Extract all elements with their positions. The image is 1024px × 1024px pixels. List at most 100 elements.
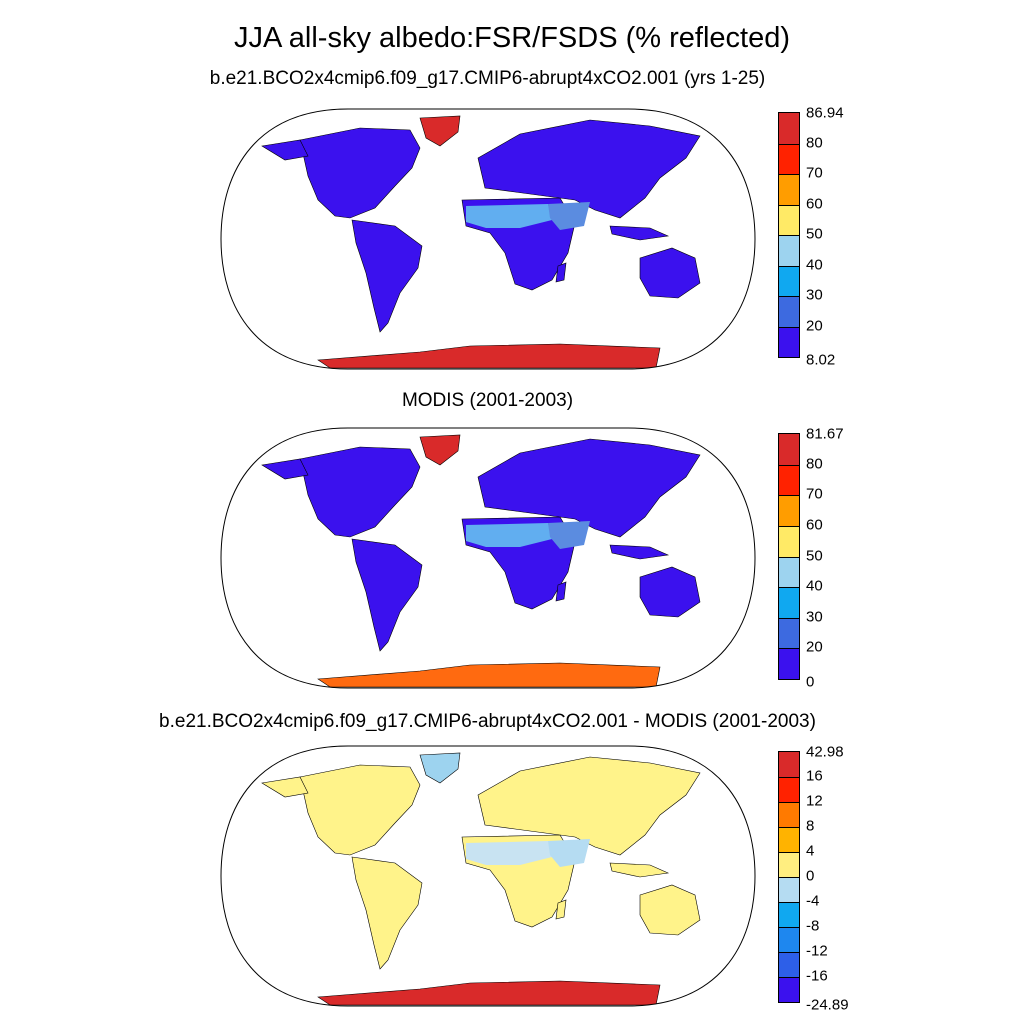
south-america-region — [351, 856, 423, 970]
colorbar-label: 42.98 — [806, 743, 844, 761]
sahara-region — [466, 841, 552, 865]
arabia-region — [548, 521, 590, 549]
colorbar-swatch — [779, 587, 799, 618]
colorbar-label: 40 — [806, 256, 823, 273]
north-america-region — [299, 446, 421, 538]
colorbar-swatch — [779, 113, 799, 144]
colorbar-swatch — [779, 143, 799, 174]
map-frame — [220, 427, 756, 689]
arabia-region — [548, 202, 590, 230]
colorbar-swatch — [779, 877, 799, 902]
panel-2-colorbar — [778, 433, 800, 680]
colorbar-swatch — [779, 802, 799, 827]
colorbar-label: -12 — [806, 942, 828, 960]
madagascar-region — [555, 581, 567, 602]
colorbar-label: 60 — [806, 195, 823, 212]
colorbar-swatch — [779, 174, 799, 205]
colorbar-swatch — [779, 326, 799, 357]
indonesia-region — [609, 862, 670, 878]
colorbar-label: 8.02 — [806, 351, 836, 369]
colorbar-label: 40 — [806, 577, 823, 595]
south-america-region — [351, 538, 423, 652]
colorbar-label: 86.94 — [806, 104, 844, 122]
colorbar-label: -4 — [806, 892, 820, 910]
arabia-region — [548, 839, 590, 867]
colorbar-label: 80 — [806, 134, 823, 151]
indonesia-region — [609, 225, 670, 241]
greenland-region — [419, 115, 461, 147]
alaska-region — [261, 776, 309, 798]
colorbar-label: 70 — [806, 164, 823, 182]
antarctica-region — [317, 343, 661, 369]
colorbar-swatch — [779, 556, 799, 588]
panel-1-map — [220, 108, 756, 370]
madagascar-region — [555, 262, 567, 283]
colorbar-swatch — [779, 927, 799, 952]
colorbar-label: -8 — [806, 917, 820, 935]
colorbar-swatch — [779, 235, 799, 266]
south-america-region — [351, 219, 423, 333]
colorbar-label: 80 — [806, 455, 823, 473]
colorbar-swatch — [779, 204, 799, 235]
colorbar-swatch — [779, 752, 799, 777]
colorbar-swatch — [779, 648, 799, 679]
australia-region — [639, 884, 701, 936]
colorbar-swatch — [779, 464, 799, 496]
colorbar-swatch — [779, 617, 799, 649]
eurasia-region — [477, 119, 701, 219]
australia-region — [639, 566, 701, 618]
colorbar-swatch — [779, 265, 799, 296]
colorbar-swatch — [779, 977, 799, 1002]
colorbar-label: 12 — [806, 792, 823, 810]
panel-3-colorbar — [778, 751, 800, 1003]
colorbar-swatch — [779, 777, 799, 802]
antarctica-region — [317, 662, 661, 688]
antarctica-region — [317, 980, 661, 1006]
sahara-region — [466, 523, 552, 547]
colorbar-swatch — [779, 952, 799, 977]
colorbar-swatch — [779, 434, 799, 465]
eurasia-region — [477, 438, 701, 538]
north-america-region — [299, 764, 421, 856]
panel-1-title: b.e21.BCO2x4cmip6.f09_g17.CMIP6-abrupt4x… — [209, 68, 766, 89]
greenland-region — [419, 434, 461, 466]
panel-3-title: b.e21.BCO2x4cmip6.f09_g17.CMIP6-abrupt4x… — [159, 711, 816, 732]
madagascar-region — [555, 899, 567, 920]
eurasia-region — [477, 756, 701, 856]
panel-2-title: MODIS (2001-2003) — [401, 390, 574, 411]
colorbar-label: 60 — [806, 516, 823, 534]
map-frame — [220, 745, 756, 1007]
colorbar-label: 50 — [806, 547, 823, 564]
panel-1-colorbar — [778, 112, 800, 358]
alaska-region — [261, 139, 309, 161]
panel-3-map — [220, 745, 756, 1007]
colorbar-label: 0 — [806, 673, 815, 691]
colorbar-label: 50 — [806, 225, 823, 243]
colorbar-swatch — [779, 525, 799, 557]
alaska-region — [261, 458, 309, 480]
colorbar-label: -16 — [806, 967, 828, 985]
panel-2-map — [220, 427, 756, 689]
colorbar-swatch — [779, 852, 799, 877]
colorbar-label: 30 — [806, 286, 823, 304]
greenland-region — [419, 752, 461, 784]
australia-region — [639, 247, 701, 299]
sahara-region — [466, 204, 552, 228]
colorbar-label: 20 — [806, 638, 823, 656]
map-frame — [220, 108, 756, 370]
colorbar-label: 30 — [806, 608, 823, 626]
colorbar-label: 81.67 — [806, 425, 844, 443]
colorbar-swatch — [779, 902, 799, 927]
colorbar-label: 16 — [806, 767, 823, 785]
north-america-region — [299, 127, 421, 219]
indonesia-region — [609, 544, 670, 560]
colorbar-label: -24.89 — [806, 996, 849, 1014]
colorbar-swatch — [779, 495, 799, 526]
colorbar-swatch — [779, 296, 799, 327]
colorbar-label: 0 — [806, 867, 815, 885]
colorbar-label: 20 — [806, 317, 823, 334]
colorbar-label: 4 — [806, 842, 815, 860]
colorbar-label: 70 — [806, 485, 823, 503]
colorbar-swatch — [779, 827, 799, 852]
figure-title: JJA all-sky albedo:FSR/FSDS (% reflected… — [233, 22, 790, 54]
